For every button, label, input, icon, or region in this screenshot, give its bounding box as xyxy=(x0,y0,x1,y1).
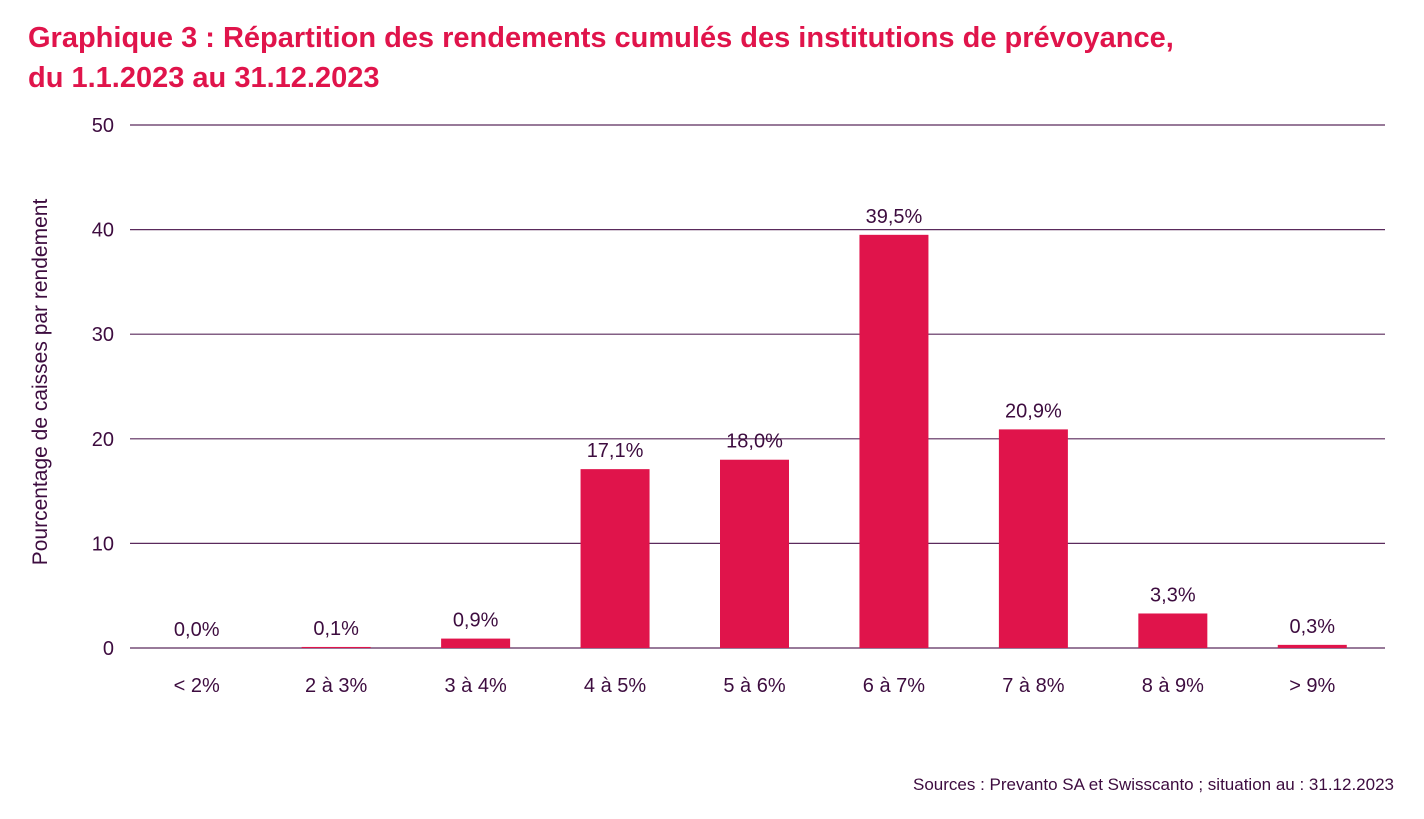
y-tick-label: 10 xyxy=(92,533,114,555)
bar xyxy=(998,429,1068,648)
bar xyxy=(301,646,371,648)
y-tick-label: 30 xyxy=(92,324,114,346)
y-axis-label: Pourcentage de caisses par rendement xyxy=(29,199,52,566)
data-label: 20,9% xyxy=(1005,400,1062,422)
chart-title-line-2: du 1.1.2023 au 31.12.2023 xyxy=(28,62,380,94)
x-tick-label: 2 à 3% xyxy=(305,675,367,697)
bar xyxy=(580,469,650,648)
data-label: 3,3% xyxy=(1150,584,1196,606)
data-label: 0,3% xyxy=(1289,616,1335,638)
data-label: 17,1% xyxy=(587,440,644,462)
bar xyxy=(720,459,789,648)
x-tick-label: 3 à 4% xyxy=(444,675,506,697)
bar xyxy=(441,638,511,648)
y-tick-label: 40 xyxy=(92,220,114,242)
x-tick-label: 8 à 9% xyxy=(1142,675,1204,697)
y-tick-label: 0 xyxy=(103,638,114,660)
data-label: 0,1% xyxy=(313,618,359,640)
data-label: 0,0% xyxy=(174,619,220,641)
x-tick-label: 6 à 7% xyxy=(863,675,925,697)
data-label: 0,9% xyxy=(453,610,499,632)
source-note: Sources : Prevanto SA et Swisscanto ; si… xyxy=(912,775,1394,794)
x-tick-label: < 2% xyxy=(174,675,220,697)
bar xyxy=(1138,613,1208,648)
data-label: 18,0% xyxy=(726,431,783,453)
y-tick-label: 20 xyxy=(92,429,114,451)
x-tick-label: > 9% xyxy=(1289,675,1335,697)
chart-title: Graphique 3 : Répartition des rendements… xyxy=(28,18,1388,98)
x-tick-label: 4 à 5% xyxy=(584,675,646,697)
x-tick-label: 7 à 8% xyxy=(1002,675,1064,697)
data-label: 39,5% xyxy=(866,206,923,228)
bar xyxy=(859,234,929,648)
y-tick-label: 50 xyxy=(92,115,114,137)
x-tick-label: 5 à 6% xyxy=(723,675,785,697)
chart-title-line-1: Graphique 3 : Répartition des rendements… xyxy=(28,22,1174,54)
bar xyxy=(1277,644,1347,648)
